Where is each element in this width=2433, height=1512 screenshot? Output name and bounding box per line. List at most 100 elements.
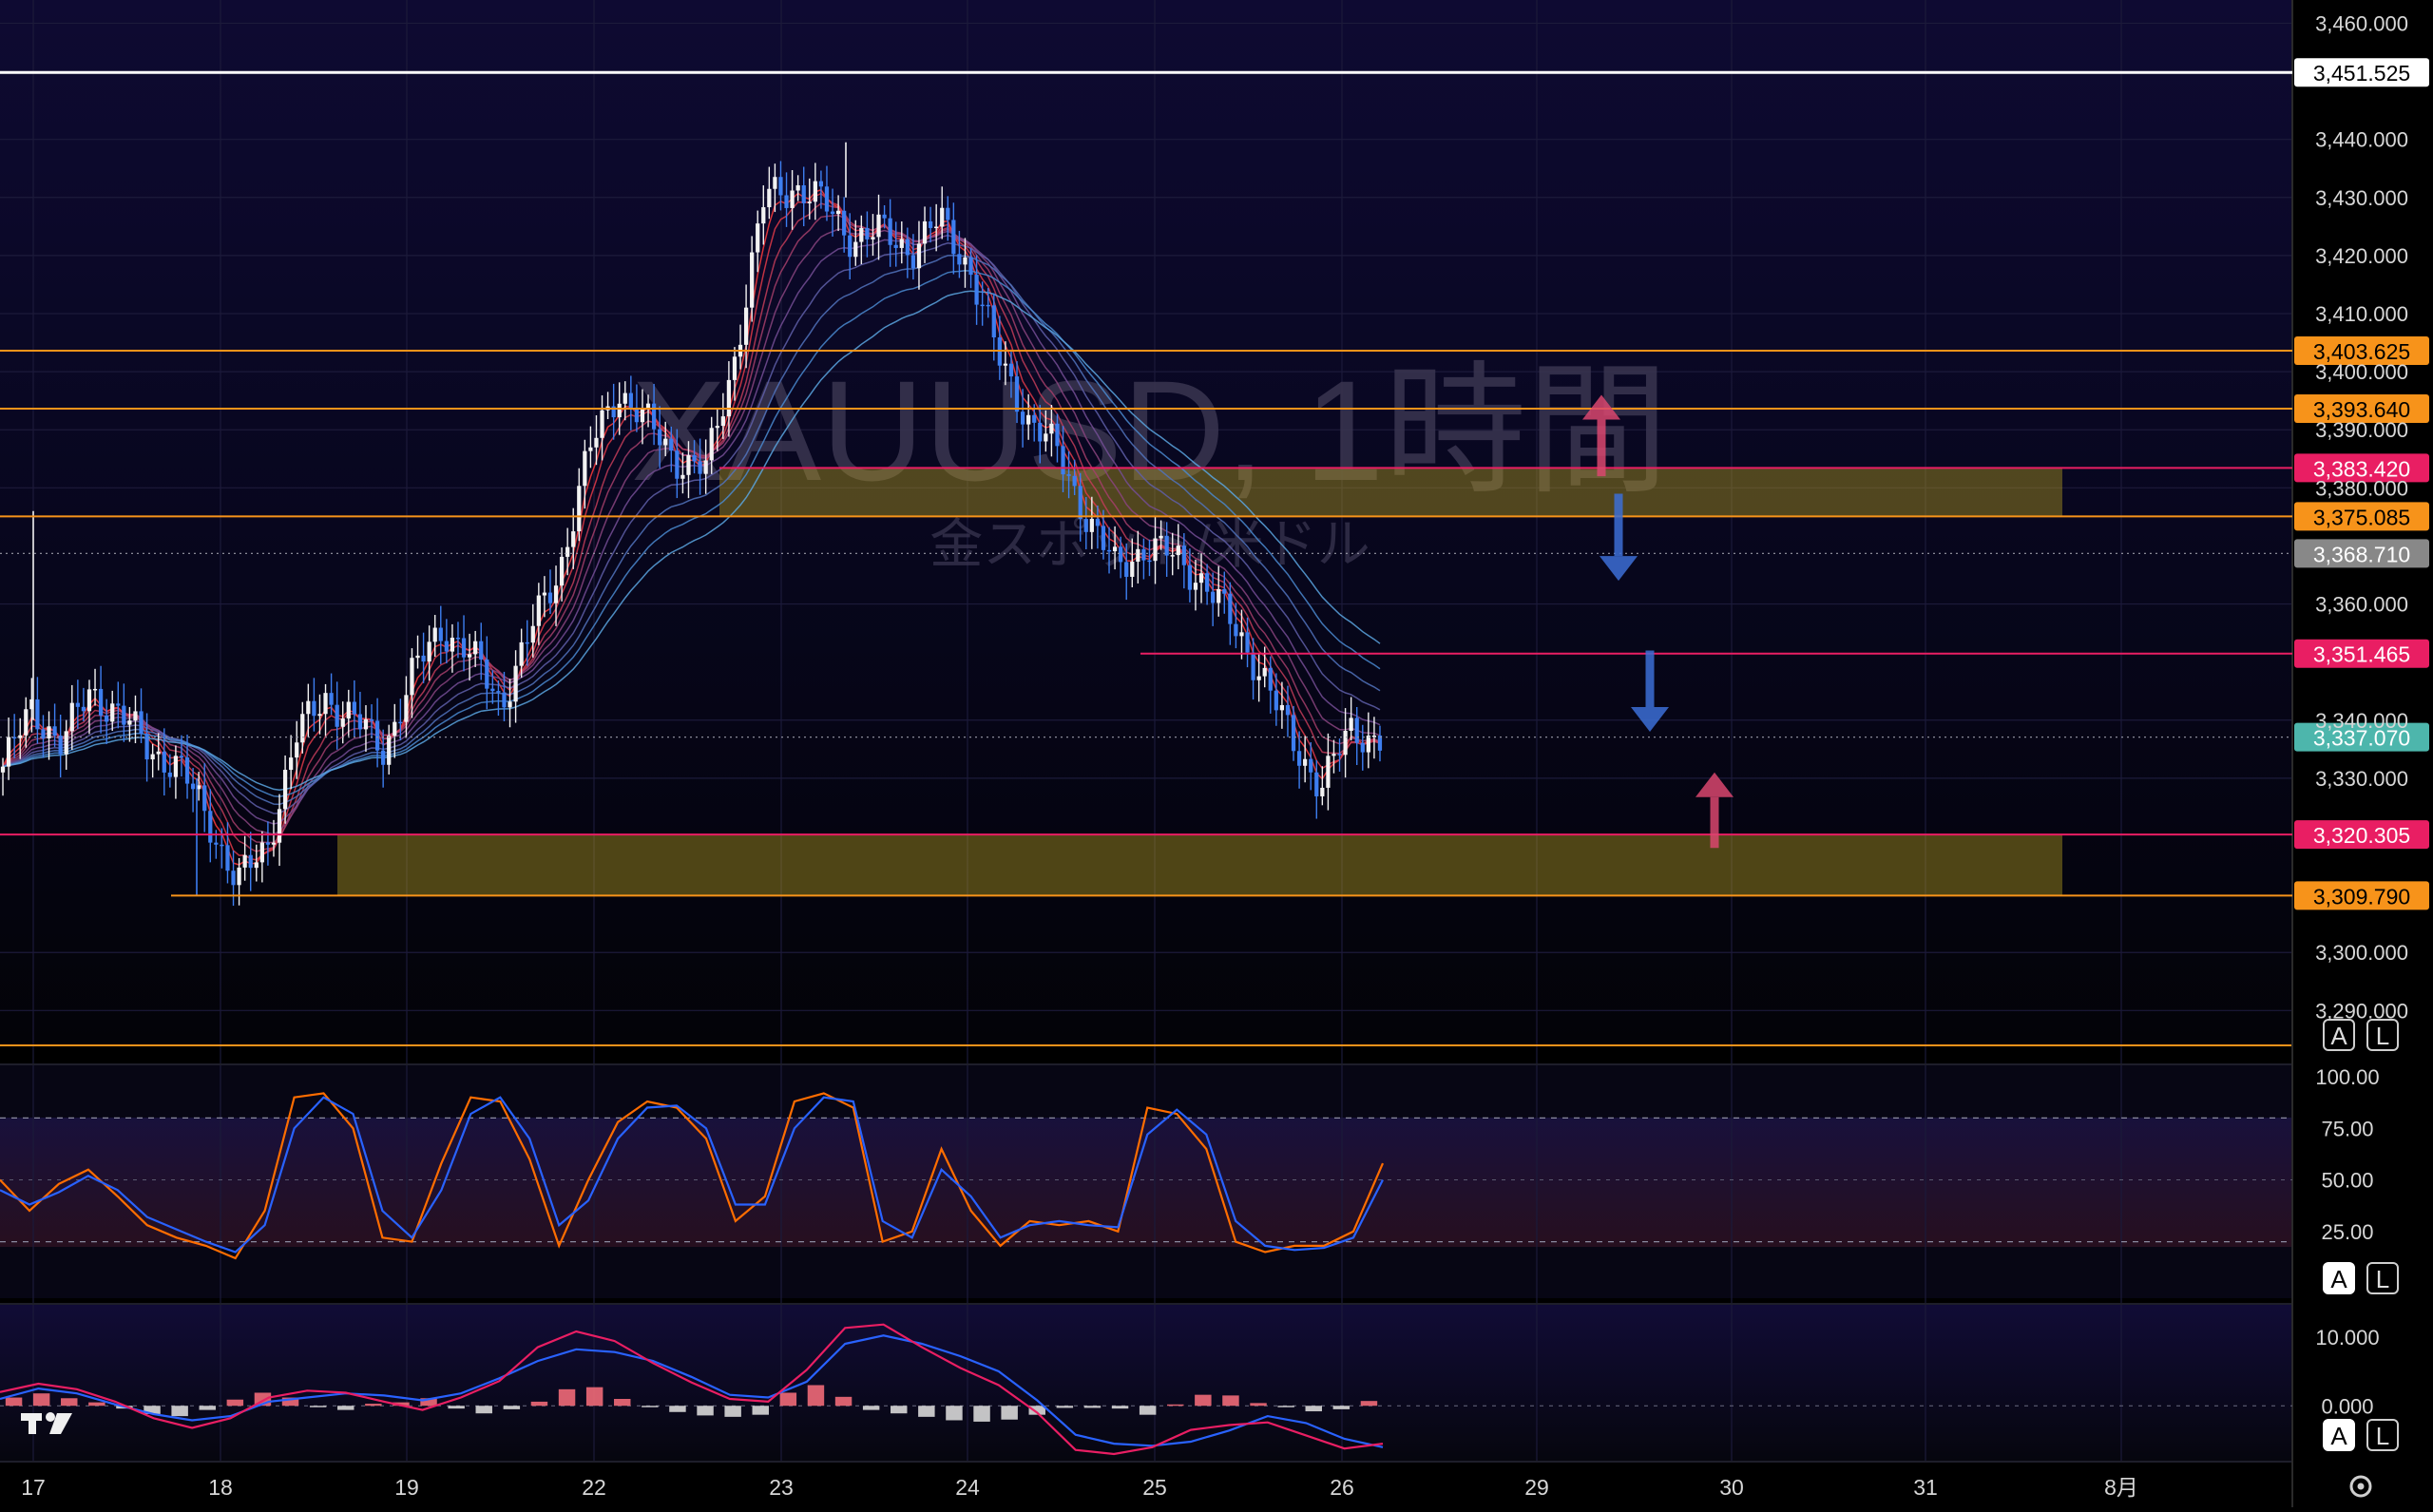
macd-bar-1 [32,1393,50,1407]
macd-bar-16 [448,1406,465,1409]
macd-auto-scale-button[interactable]: A [2323,1419,2355,1451]
settings-gear-icon[interactable] [2349,1475,2372,1498]
marker-tag-1: 3,337.070 [2313,726,2410,751]
price-tag-bg-3 [2294,453,2429,483]
macd-bar-2 [61,1398,78,1407]
candle-body-52 [300,714,305,743]
candle-body-231 [1331,754,1336,756]
candle-body-134 [773,177,777,189]
candle-body-100 [577,486,582,532]
ma-ribbon [2,188,1381,866]
candle-body-149 [859,227,864,242]
macd-bar-39 [1083,1406,1102,1408]
macd-log-scale-button[interactable]: L [2366,1419,2399,1451]
candle-body-152 [876,214,881,238]
price-tag-bg-6 [2294,820,2429,850]
macd-bar-34 [946,1406,963,1421]
candle-body-220 [1268,667,1273,691]
candle-body-162 [934,226,939,229]
candle-body-4 [24,709,29,736]
time-tick-5: 24 [955,1475,980,1500]
candle-body-114 [658,429,662,446]
candle-body-99 [571,531,576,547]
candle-body-20 [116,703,121,706]
candle-body-96 [553,585,559,603]
candle-body-195 [1124,562,1129,577]
zone-0 [719,468,2062,517]
macd-bar-35 [973,1406,990,1422]
candle-body-159 [916,243,922,269]
candle-body-214 [1234,623,1238,637]
main-y-tick-7: 3,400.000 [2315,360,2408,384]
ma-line-6 [2,242,1381,814]
candle-body-65 [374,720,380,751]
stoch-y-tick-0: 100.00 [2315,1065,2379,1089]
candle-body-158 [910,255,916,269]
macd-bar-3 [88,1402,105,1407]
stoch-y-tick-2: 50.00 [2321,1169,2373,1193]
candle-body-234 [1349,718,1353,732]
macd-bar-8 [226,1399,244,1407]
candle-body-133 [767,188,772,208]
candle-body-76 [438,627,443,641]
candle-body-86 [496,691,501,693]
macd-bar-40 [1111,1406,1129,1409]
ma-line-4 [2,228,1381,835]
candle-body-225 [1296,751,1302,766]
candle-body-95 [547,592,553,603]
main-y-tick-8: 3,410.000 [2315,302,2408,326]
candle-body-137 [790,190,795,208]
candle-body-103 [594,437,599,448]
arrows [1582,394,1734,849]
macd-bar-38 [1056,1406,1074,1408]
macd-y-tick-0: 10.000 [2315,1326,2379,1349]
candle-body-78 [450,638,455,652]
candle-body-169 [974,275,979,305]
candle-body-35 [202,785,207,812]
candle-body-141 [813,181,817,202]
candle-body-6 [35,699,40,730]
candle-body-94 [542,592,547,596]
macd-bar-5 [144,1406,161,1414]
macd-bar-43 [1195,1394,1212,1407]
candle-body-40 [231,871,236,886]
candle-body-193 [1112,546,1118,552]
candle-body-206 [1187,565,1193,590]
candle-body-189 [1089,518,1094,532]
candle-body-104 [600,410,604,438]
stoch-auto-scale-button[interactable]: A [2323,1262,2355,1294]
candle-body-39 [225,845,230,871]
candle-body-7 [41,729,46,739]
macd-bar-19 [530,1401,548,1407]
macd-pane-bg [0,1305,2292,1462]
main-y-tick-9: 3,420.000 [2315,244,2408,268]
candle-body-11 [64,731,68,755]
time-tick-0: 17 [21,1475,46,1500]
main-log-scale-button[interactable]: L [2366,1019,2399,1051]
macd-bar-18 [503,1406,521,1409]
candle-body-110 [634,407,640,423]
candle-body-31 [179,756,184,758]
macd-bar-0 [5,1397,23,1407]
candle-body-118 [680,474,685,479]
main-auto-scale-button[interactable]: A [2323,1019,2355,1051]
candle-body-165 [951,220,956,255]
time-tick-2: 19 [394,1475,419,1500]
price-tag-1: 3,403.625 [2313,339,2410,364]
stoch-log-scale-button[interactable]: L [2366,1262,2399,1294]
macd-bar-30 [834,1396,853,1407]
candle-body-191 [1101,526,1106,550]
candle-body-22 [127,720,132,725]
zones [337,468,2062,896]
time-tick-3: 22 [582,1475,606,1500]
grid [0,0,2293,1507]
candle-body-109 [628,392,633,408]
candle-body-232 [1337,754,1342,756]
candle-body-81 [467,654,472,658]
candle-body-89 [513,665,518,702]
candle-body-75 [432,627,437,642]
main-y-tick-11: 3,440.000 [2315,128,2408,152]
candle-body-205 [1181,545,1186,565]
